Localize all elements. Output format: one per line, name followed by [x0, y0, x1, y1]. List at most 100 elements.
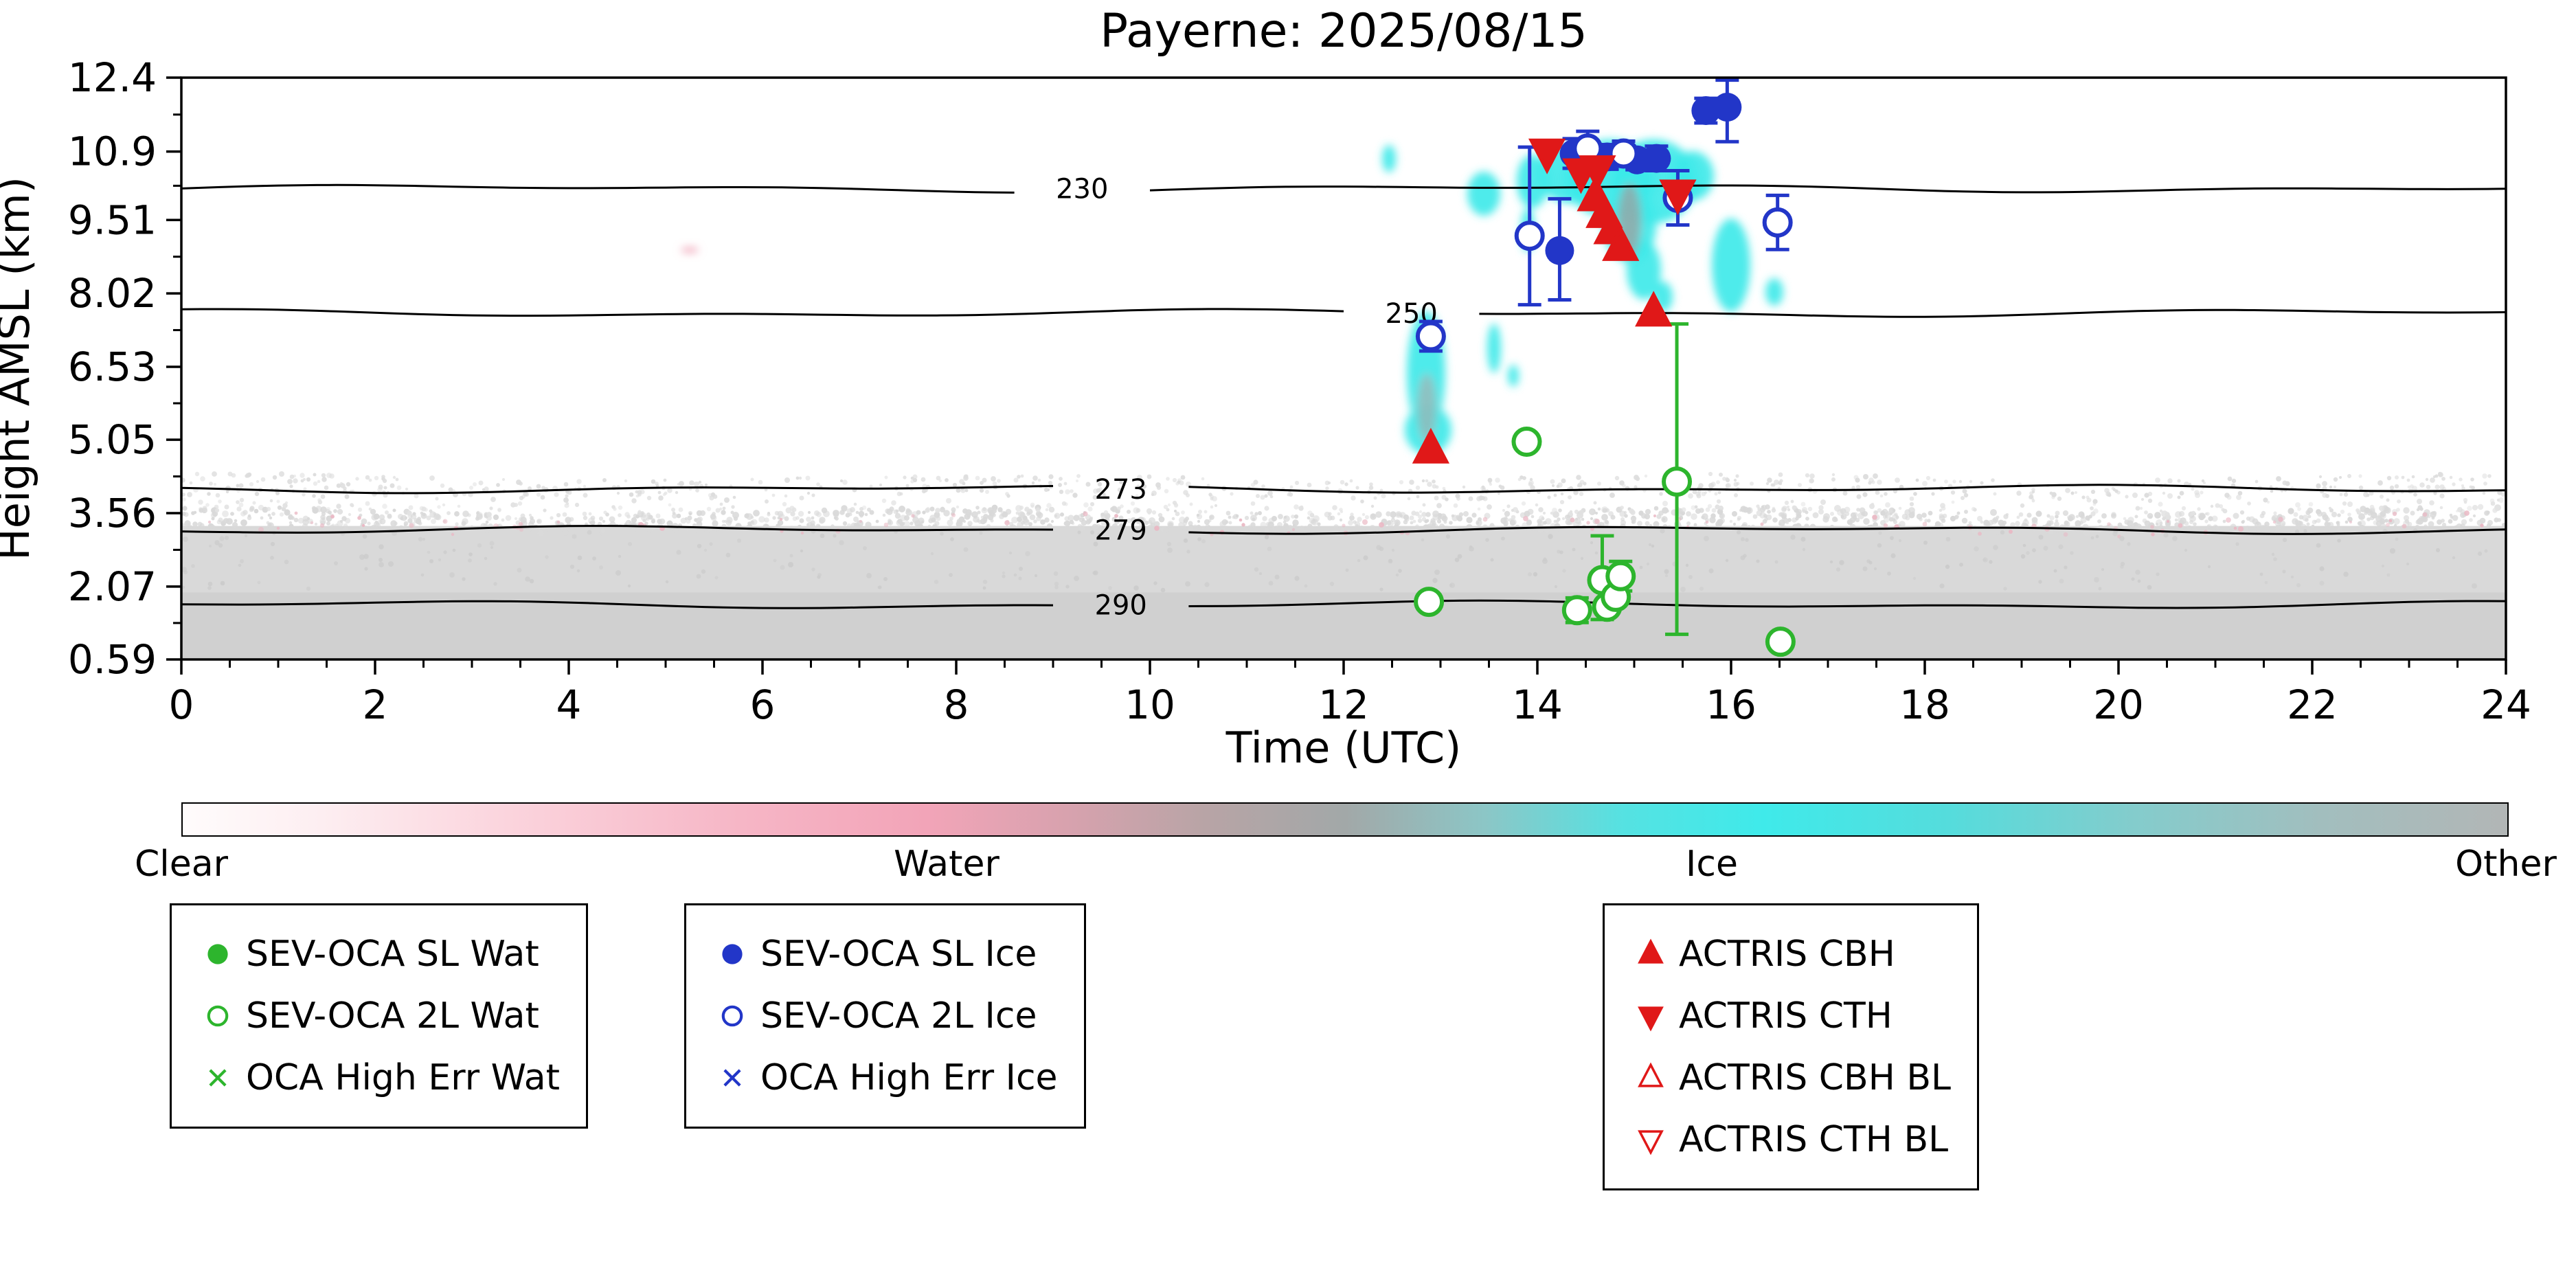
o-filled-legend-icon: [722, 944, 743, 964]
x-tick-label: 24: [2481, 681, 2531, 728]
y-tick-label: 12.4: [68, 54, 157, 101]
tri-up-open-legend-icon: [1638, 1062, 1664, 1087]
x-legend-icon: [723, 1069, 741, 1087]
isotherm-line: [181, 308, 1344, 317]
x-tick-label: 2: [363, 681, 388, 728]
data-point-marker: [1691, 96, 1721, 126]
x-tick-label: 0: [169, 681, 194, 728]
y-tick-label: 10.9: [68, 128, 157, 175]
tri-down-filled-legend-icon: [1638, 1006, 1664, 1032]
data-point-marker: [1528, 138, 1566, 174]
legend-item-label: SEV-OCA SL Wat: [246, 934, 539, 975]
isotherm-label: 273: [1095, 474, 1147, 506]
colorbar: [181, 802, 2509, 837]
legend-item: OCA High Err Ice: [712, 1047, 1058, 1109]
chart-title: Payerne: 2025/08/15: [1100, 4, 1588, 58]
data-point-marker: [1579, 155, 1616, 192]
x-tick-label: 14: [1512, 681, 1563, 728]
x-tick-label: 16: [1706, 681, 1756, 728]
data-point-marker: [1608, 138, 1639, 169]
data-point-marker: [1415, 321, 1446, 352]
data-point-marker: [1605, 561, 1636, 591]
colorbar-label-ice: Ice: [1686, 844, 1738, 885]
x-tick-label: 12: [1318, 681, 1369, 728]
y-tick-label: 0.59: [68, 636, 157, 683]
series: [1528, 138, 1697, 216]
o-open-legend-icon: [207, 1005, 229, 1027]
data-point-marker: [1713, 93, 1742, 122]
axis-ticks: 0 2 4 6 8 10 12 14 16 18 20 22 240.592.073.565.056.5…: [68, 54, 2531, 728]
isotherm-line: [181, 183, 1015, 194]
legend-actris: ACTRIS CBH ACTRIS CTH ACTRIS CBH BL ACTRIS …: [1603, 903, 1979, 1190]
data-point-marker: [1514, 221, 1545, 251]
tri-down-open-legend-icon: [1638, 1130, 1664, 1155]
legend-item-label: ACTRIS CBH BL: [1679, 1057, 1951, 1098]
legend-item-label: OCA High Err Wat: [246, 1057, 560, 1098]
data-point-marker: [1762, 207, 1793, 238]
x-axis-label: Time (UTC): [1225, 723, 1462, 773]
data-point-marker: [1662, 466, 1693, 497]
legend-item-label: ACTRIS CTH BL: [1679, 1119, 1949, 1160]
legend-item: SEV-OCA SL Ice: [712, 923, 1058, 985]
x-tick-label: 10: [1125, 681, 1175, 728]
legend-item-label: ACTRIS CBH: [1679, 934, 1895, 975]
data-point-marker: [1602, 225, 1640, 261]
legend-item: SEV-OCA SL Wat: [198, 923, 560, 985]
data-point-marker: [1635, 291, 1673, 327]
x-tick-label: 6: [750, 681, 776, 728]
legend-item: ACTRIS CTH BL: [1631, 1109, 1951, 1171]
data-point-marker: [1659, 179, 1697, 216]
legend-water: SEV-OCA SL Wat SEV-OCA 2L Wat OCA High Err…: [170, 903, 588, 1129]
y-tick-label: 8.02: [68, 270, 157, 317]
colorbar-label-other: Other: [2455, 844, 2557, 885]
y-tick-label: 6.53: [68, 343, 157, 390]
isotherm-line: [1188, 599, 2506, 609]
legend-item: SEV-OCA 2L Wat: [198, 985, 560, 1047]
isotherm-line: [1479, 308, 2506, 318]
series: [1412, 175, 1673, 464]
x-tick-label: 20: [2093, 681, 2144, 728]
isotherm-line: [181, 525, 1054, 534]
isotherm-label: 290: [1095, 589, 1147, 621]
legend-item: OCA High Err Wat: [198, 1047, 560, 1109]
legend-item: ACTRIS CBH BL: [1631, 1047, 1951, 1109]
legend-item: SEV-OCA 2L Ice: [712, 985, 1058, 1047]
isotherm-label: 279: [1095, 515, 1147, 546]
legend-item-label: OCA High Err Ice: [760, 1057, 1058, 1098]
legend-item-label: SEV-OCA SL Ice: [760, 934, 1037, 975]
y-tick-label: 2.07: [68, 563, 157, 610]
x-legend-icon: [209, 1069, 227, 1087]
colorbar-label-water: Water: [894, 844, 999, 885]
colorbar-label-clear: Clear: [135, 844, 228, 885]
tri-up-filled-legend-icon: [1638, 938, 1664, 964]
isotherm-line: [181, 485, 1054, 495]
isotherm-line: [181, 600, 1054, 609]
y-tick-label: 9.51: [68, 196, 157, 243]
legend-item: ACTRIS CTH: [1631, 985, 1951, 1047]
x-tick-label: 4: [556, 681, 582, 728]
isotherm-line: [1188, 484, 2506, 494]
x-tick-label: 8: [944, 681, 969, 728]
data-point-marker: [1545, 236, 1574, 265]
data-point-marker: [1412, 427, 1450, 464]
data-point-marker: [1414, 587, 1445, 618]
legend-item: ACTRIS CBH: [1631, 923, 1951, 985]
x-tick-label: 18: [1899, 681, 1950, 728]
x-tick-label: 22: [2287, 681, 2338, 728]
isotherm-label: 230: [1056, 173, 1108, 205]
legend-ice: SEV-OCA SL Ice SEV-OCA 2L Ice OCA High Err…: [684, 903, 1086, 1129]
legend-item-label: SEV-OCA 2L Wat: [246, 995, 539, 1037]
y-tick-label: 3.56: [68, 490, 157, 536]
y-tick-label: 5.05: [68, 416, 157, 463]
data-series: [1412, 78, 1796, 657]
o-filled-legend-icon: [207, 944, 228, 964]
data-point-marker: [1765, 626, 1796, 657]
data-point-marker: [1561, 595, 1592, 626]
data-point-marker: [1642, 144, 1671, 173]
legend-item-label: ACTRIS CTH: [1679, 995, 1893, 1037]
o-open-legend-icon: [721, 1005, 743, 1027]
isotherm-line: [1149, 184, 2506, 194]
